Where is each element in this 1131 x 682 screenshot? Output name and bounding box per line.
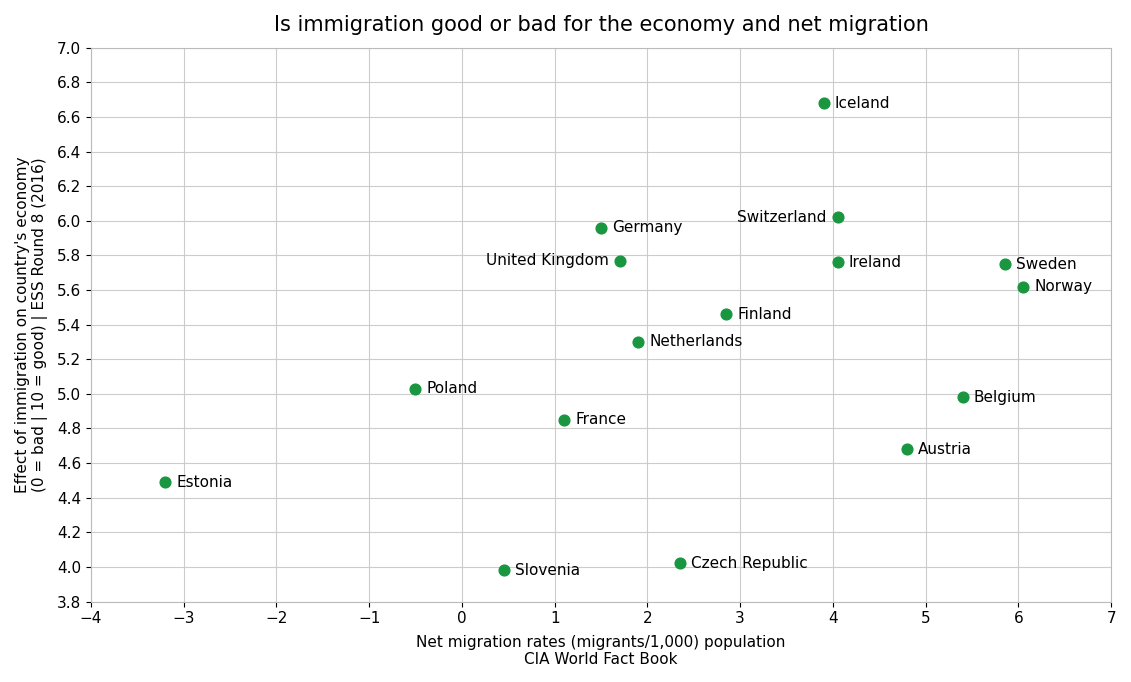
Point — [611, 255, 629, 266]
Text: Netherlands: Netherlands — [649, 334, 743, 349]
Text: Estonia: Estonia — [176, 475, 232, 490]
Text: Germany: Germany — [612, 220, 682, 235]
Point — [898, 444, 916, 455]
Point — [814, 98, 832, 108]
Text: Belgium: Belgium — [974, 390, 1037, 405]
Text: Austria: Austria — [918, 442, 973, 457]
Text: Switzerland: Switzerland — [737, 210, 827, 225]
Text: Norway: Norway — [1034, 279, 1093, 294]
X-axis label: Net migration rates (migrants/1,000) population
CIA World Fact Book: Net migration rates (migrants/1,000) pop… — [416, 634, 786, 667]
Text: Czech Republic: Czech Republic — [691, 556, 808, 571]
Point — [494, 565, 512, 576]
Text: Finland: Finland — [737, 307, 792, 322]
Text: Ireland: Ireland — [848, 255, 901, 270]
Point — [592, 222, 610, 233]
Point — [829, 212, 847, 223]
Text: Poland: Poland — [426, 381, 477, 396]
Point — [156, 477, 174, 488]
Point — [671, 558, 689, 569]
Point — [1015, 281, 1033, 292]
Point — [829, 257, 847, 268]
Y-axis label: Effect of immigration on country's economy
(0 = bad | 10 = good) | ESS Round 8 (: Effect of immigration on country's econo… — [15, 156, 49, 493]
Point — [953, 392, 972, 403]
Title: Is immigration good or bad for the economy and net migration: Is immigration good or bad for the econo… — [274, 15, 929, 35]
Text: Sweden: Sweden — [1016, 256, 1077, 271]
Text: Slovenia: Slovenia — [515, 563, 580, 578]
Point — [717, 309, 735, 320]
Text: Iceland: Iceland — [835, 95, 890, 110]
Point — [555, 415, 573, 426]
Text: France: France — [575, 413, 627, 428]
Text: United Kingdom: United Kingdom — [485, 253, 608, 268]
Point — [406, 383, 424, 394]
Point — [629, 336, 647, 347]
Point — [995, 258, 1013, 269]
